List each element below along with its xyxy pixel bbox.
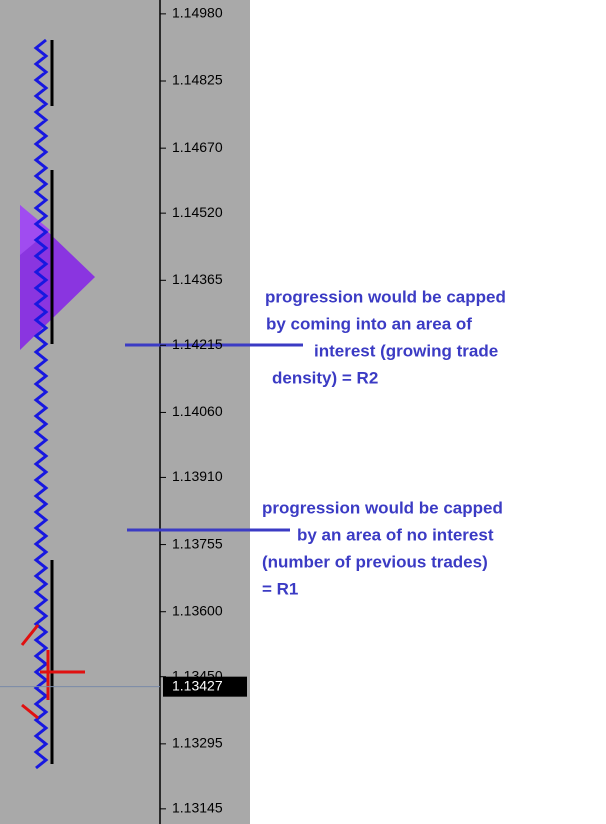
annotation-text: progression would be capped [265,287,506,306]
y-tick-label: 1.13145 [172,800,223,816]
current-price-box [163,676,247,697]
y-tick-label: 1.13755 [172,535,223,551]
profile [33,38,54,770]
y-tick-label: 1.14520 [172,204,223,220]
annotation-text: = R1 [262,579,298,598]
annotation-text: by coming into an area of [266,314,472,333]
current-price-label: 1.13427 [172,677,223,693]
profile-line [33,38,49,770]
annotation-text: (number of previous trades) [262,552,488,571]
y-tick-label: 1.13600 [172,602,223,618]
red-marker [21,703,39,720]
y-tick-label: 1.13295 [172,735,223,751]
y-tick-label: 1.14365 [172,271,223,287]
y-tick-label: 1.14825 [172,72,223,88]
red-marker [20,624,40,646]
value-area-marker [20,205,50,255]
y-tick-label: 1.13910 [172,468,223,484]
annotation-text: progression would be capped [262,498,503,517]
y-tick-label: 1.14215 [172,336,223,352]
y-tick-label: 1.14060 [172,403,223,419]
annotation-text: density) = R2 [272,368,378,387]
y-tick-label: 1.14980 [172,5,223,21]
annotation-text: by an area of no interest [297,525,494,544]
y-tick-label: 1.14670 [172,139,223,155]
annotation-text: interest (growing trade [314,341,498,360]
